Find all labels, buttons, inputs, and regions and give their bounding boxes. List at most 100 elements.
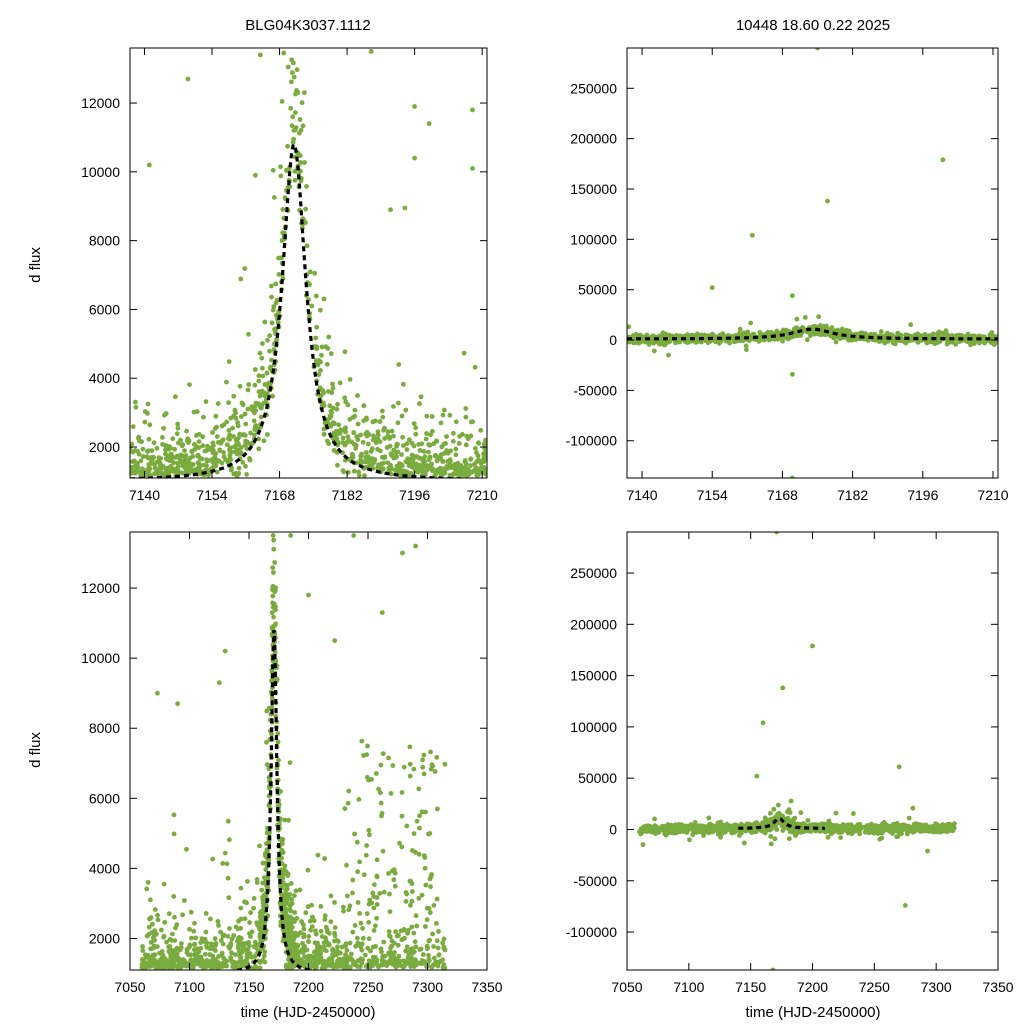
data-point [229, 950, 234, 956]
data-point [269, 610, 275, 616]
data-point [404, 823, 410, 829]
data-point-outlier [306, 592, 311, 598]
data-point [423, 924, 428, 929]
data-point [302, 963, 307, 969]
data-point [232, 444, 237, 450]
data-point [460, 432, 465, 437]
data-point [451, 471, 457, 477]
data-point [894, 834, 900, 840]
data-point [347, 377, 353, 382]
data-point [243, 463, 248, 469]
y-tick-label: 6000 [89, 301, 120, 317]
data-point [786, 836, 792, 842]
data-point [344, 948, 350, 953]
data-point [285, 64, 291, 70]
data-point [345, 434, 351, 440]
data-point [140, 446, 146, 452]
data-point [427, 442, 433, 448]
data-point [381, 460, 386, 466]
data-point [142, 960, 148, 966]
y-tick-label: 8000 [89, 720, 120, 736]
data-point [414, 818, 420, 824]
data-point [228, 467, 234, 473]
data-point [307, 918, 313, 924]
data-point [179, 453, 185, 458]
data-point [360, 926, 365, 931]
data-point [808, 333, 813, 339]
data-point [322, 856, 327, 861]
data-point [627, 339, 632, 345]
data-point [395, 441, 400, 447]
data-point [418, 946, 424, 952]
data-point [833, 339, 839, 345]
data-point [440, 412, 446, 418]
data-point [155, 912, 160, 918]
data-point [428, 432, 433, 438]
data-point [638, 332, 643, 338]
data-point [262, 853, 268, 859]
data-point [785, 809, 790, 815]
x-tick-label: 7210 [467, 487, 498, 503]
data-point [343, 399, 348, 405]
data-point [161, 425, 167, 431]
data-point [170, 454, 176, 460]
data-point [389, 943, 395, 949]
data-point [257, 350, 263, 356]
data-point [303, 959, 309, 965]
data-point [313, 293, 319, 299]
data-point-outlier [351, 533, 357, 538]
data-point [175, 965, 181, 970]
data-point [238, 276, 244, 282]
data-point [427, 831, 433, 836]
data-point [204, 443, 210, 449]
data-point [275, 739, 281, 745]
data-point [409, 898, 415, 904]
data-point [216, 458, 222, 464]
data-point-outlier [815, 48, 820, 51]
data-point [424, 964, 429, 969]
data-point [403, 899, 409, 904]
data-point [982, 340, 988, 346]
data-point [257, 926, 262, 932]
data-point [236, 935, 242, 940]
data-point [305, 904, 311, 910]
data-point [157, 463, 163, 468]
data-point [265, 381, 271, 387]
data-point [328, 963, 334, 969]
data-point [166, 944, 172, 950]
data-point [315, 852, 321, 858]
data-point [232, 952, 238, 957]
data-point [434, 469, 440, 474]
data-point [318, 307, 323, 313]
data-point [381, 889, 387, 895]
data-point [400, 434, 405, 440]
data-point [363, 450, 369, 455]
data-point [189, 448, 195, 454]
data-point [266, 839, 272, 845]
data-point [786, 336, 791, 342]
data-point [306, 939, 311, 944]
data-point [148, 897, 153, 903]
x-tick-label: 7196 [399, 487, 430, 503]
data-point [668, 822, 674, 828]
data-point [434, 962, 440, 967]
data-point [345, 800, 351, 806]
data-point [233, 437, 239, 443]
data-point [232, 407, 238, 413]
data-point [149, 454, 155, 460]
data-point [451, 430, 456, 436]
data-point [258, 414, 264, 420]
data-point-outlier [790, 371, 795, 377]
data-point [394, 454, 399, 459]
data-point [267, 348, 272, 354]
data-point [304, 243, 310, 249]
data-point [413, 913, 419, 919]
data-point [164, 939, 169, 945]
data-point [483, 456, 487, 461]
data-point [288, 921, 294, 926]
data-point [152, 471, 158, 477]
data-point [369, 446, 375, 452]
data-point [426, 952, 431, 958]
data-point [334, 406, 340, 412]
data-point [203, 929, 209, 935]
